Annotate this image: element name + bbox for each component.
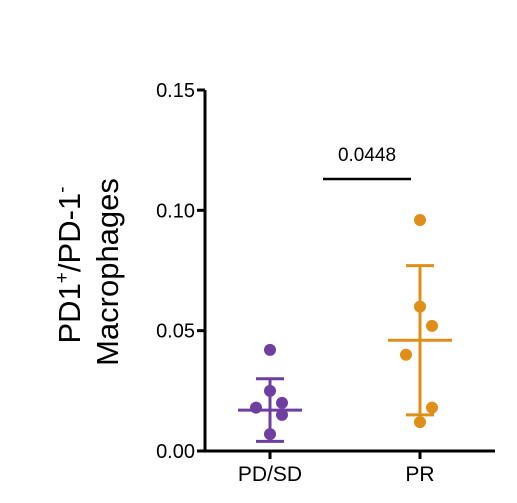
data-point [276, 396, 288, 409]
data-point [426, 401, 438, 414]
data-point [414, 300, 426, 313]
data-point [414, 213, 426, 226]
y-tick-label: 0.00 [156, 441, 195, 463]
y-tick-label: 0.10 [156, 200, 195, 222]
y-title-sup-minus: - [52, 187, 73, 193]
series-group [388, 213, 452, 429]
y-title-sup-plus: + [52, 272, 73, 283]
x-category-label: PR [405, 463, 434, 486]
series-group [238, 343, 302, 443]
data-point [414, 416, 426, 429]
y-axis-title-line2: Macrophages [90, 178, 125, 366]
data-point [250, 401, 262, 414]
significance-label: 0.0448 [338, 145, 396, 166]
y-title-pd-1: /PD-1 [52, 193, 87, 272]
data-point [264, 384, 276, 397]
y-axis-title-line1: PD1+/PD-1- [52, 187, 87, 344]
x-category-label: PD/SD [238, 463, 302, 486]
y-title-pd1: PD1 [52, 283, 87, 343]
data-marks: 0.0448 [238, 145, 452, 443]
y-tick-label: 0.05 [156, 321, 195, 343]
axes: 0.00 0.05 0.10 0.15 PD/SD PR [156, 80, 495, 486]
data-point [264, 343, 276, 356]
y-tick-label: 0.15 [156, 80, 195, 102]
y-axis-title: PD1+/PD-1- Macrophages [52, 178, 125, 366]
data-point [264, 428, 276, 441]
data-point [400, 348, 412, 361]
data-point [276, 408, 288, 421]
data-point [426, 319, 438, 332]
